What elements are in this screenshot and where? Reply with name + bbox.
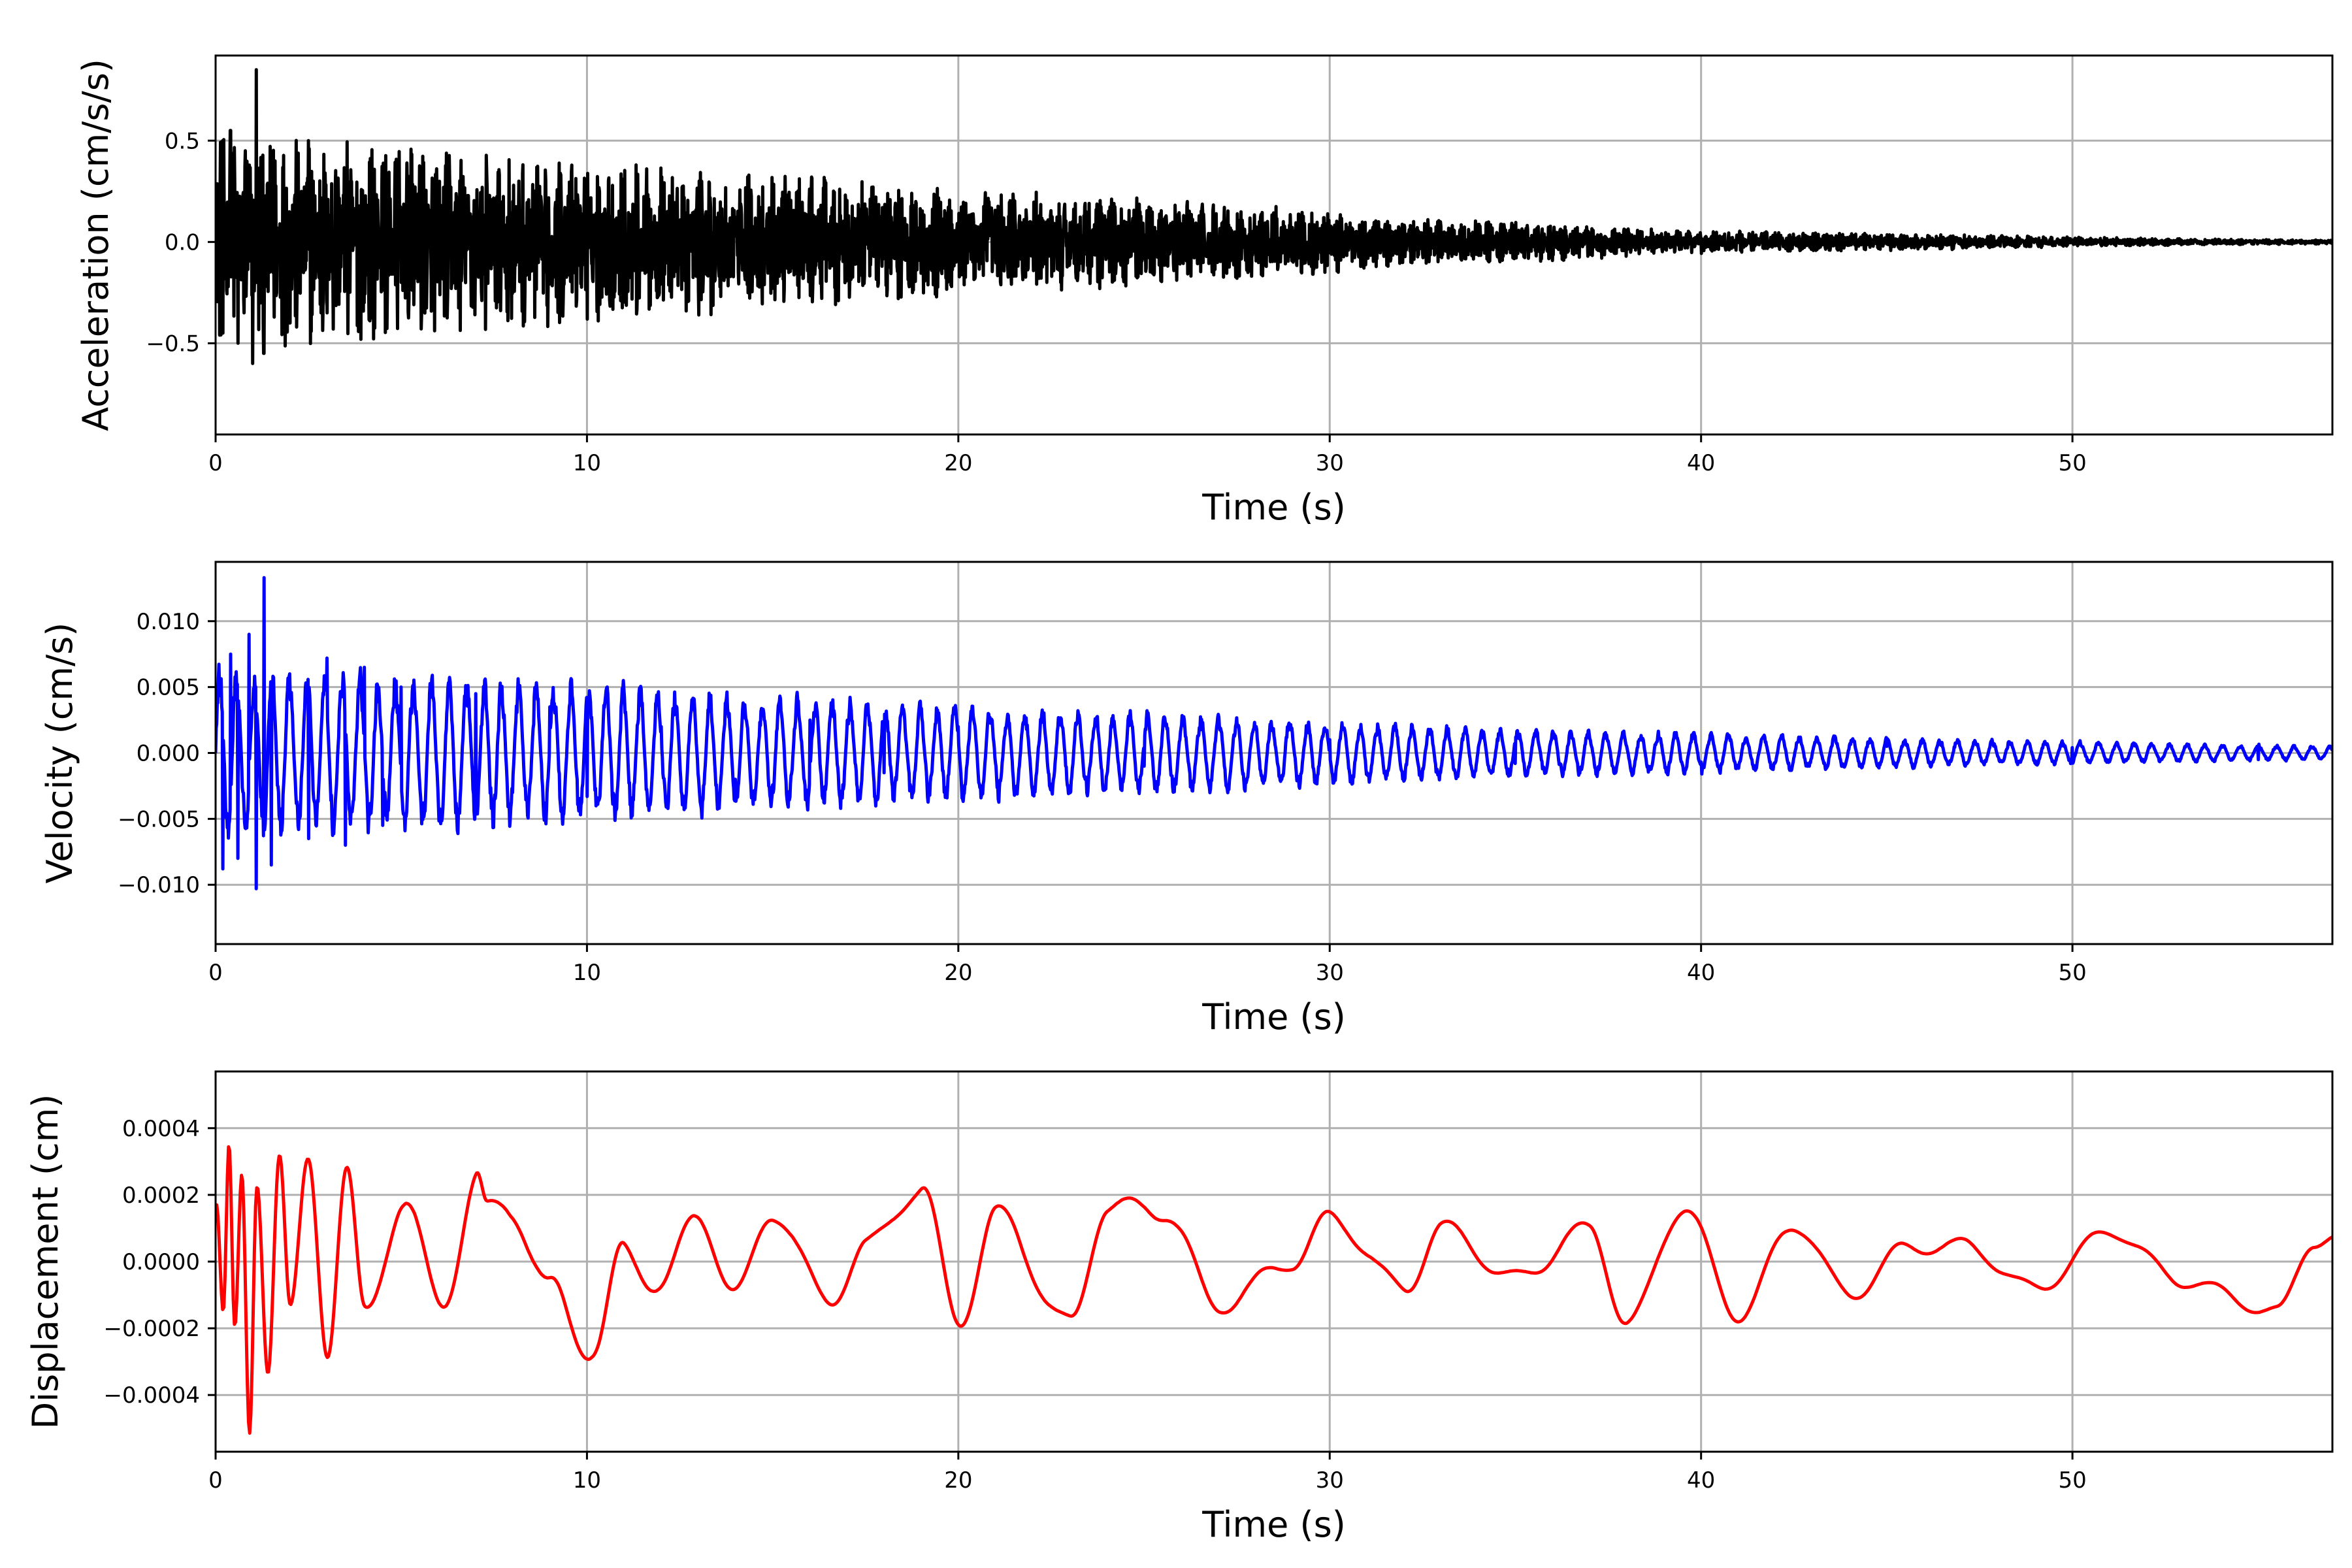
acceleration-y-axis-label: Acceleration (cm/s/s)	[75, 59, 116, 431]
acceleration-x-tick-label: 30	[1316, 450, 1344, 476]
displacement-y-tick-label: 0.0004	[122, 1116, 200, 1142]
displacement-x-tick-label: 20	[944, 1467, 972, 1494]
displacement-x-tick-label: 0	[208, 1467, 223, 1494]
displacement-x-axis-label: Time (s)	[1201, 1504, 1346, 1545]
velocity-y-tick-label: −0.010	[118, 872, 200, 898]
displacement-y-tick-label: −0.0002	[104, 1316, 200, 1342]
acceleration-x-tick-label: 20	[944, 450, 972, 476]
acceleration-x-tick-label: 0	[208, 450, 223, 476]
displacement-y-tick-label: 0.0000	[122, 1249, 200, 1275]
displacement-y-axis-label: Displacement (cm)	[25, 1094, 66, 1429]
velocity-series-line	[216, 576, 2332, 890]
acceleration-plot-frame	[214, 54, 2334, 436]
displacement-panel: 0 10 20 30 40 50 −0.0004 −0.0002 0.0000 0.0002 0.0…	[25, 1070, 2334, 1545]
acceleration-panel: 0 10 20 30 40 50 −0.5 0.0 0.5 Time (s) Acceleratio…	[75, 54, 2334, 528]
velocity-y-tick-label: 0.010	[137, 609, 200, 635]
velocity-x-tick-label: 10	[573, 960, 601, 986]
displacement-x-tick-label: 40	[1687, 1467, 1715, 1494]
displacement-x-tick-label: 30	[1316, 1467, 1344, 1494]
velocity-x-tick-label: 40	[1687, 960, 1715, 986]
acceleration-y-tick-label: 0.5	[165, 128, 200, 154]
displacement-y-tick-label: 0.0002	[122, 1183, 200, 1209]
velocity-y-tick-label: 0.005	[137, 675, 200, 701]
velocity-x-tick-label: 0	[208, 960, 223, 986]
acceleration-y-tick-label: 0.0	[165, 229, 200, 255]
velocity-x-tick-label: 20	[944, 960, 972, 986]
acceleration-x-tick-label: 40	[1687, 450, 1715, 476]
velocity-y-axis-label: Velocity (cm/s)	[39, 623, 80, 884]
displacement-series-line	[216, 1145, 2332, 1435]
acceleration-y-tick-label: −0.5	[146, 331, 200, 357]
acceleration-x-tick-label: 50	[2058, 450, 2086, 476]
acceleration-x-axis-label: Time (s)	[1201, 487, 1346, 528]
displacement-y-tick-label: −0.0004	[104, 1382, 200, 1409]
velocity-x-tick-label: 50	[2058, 960, 2086, 986]
acceleration-series-line	[216, 68, 2332, 365]
velocity-y-tick-label: 0.000	[137, 741, 200, 767]
velocity-panel: 0 10 20 30 40 50 −0.010 −0.005 0.000 0.005 0.010 Ti…	[39, 561, 2334, 1037]
acceleration-x-tick-label: 10	[573, 450, 601, 476]
velocity-y-tick-label: −0.005	[118, 806, 200, 832]
displacement-x-tick-label: 10	[573, 1467, 601, 1494]
velocity-x-axis-label: Time (s)	[1201, 996, 1346, 1037]
velocity-x-tick-label: 30	[1316, 960, 1344, 986]
displacement-x-tick-label: 50	[2058, 1467, 2086, 1494]
